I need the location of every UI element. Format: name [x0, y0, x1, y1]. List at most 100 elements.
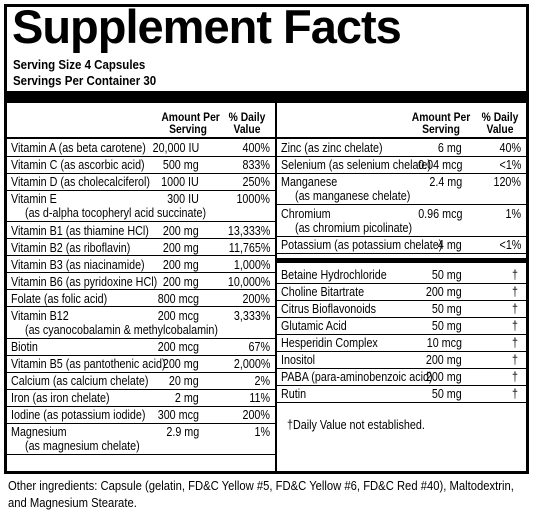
nutrient-amount: 500 mg [163, 158, 199, 172]
nutrient-name: Potassium (as potassium chelate) [281, 238, 443, 252]
other-ingredients-line2: and Magnesium Stearate. [8, 496, 137, 510]
nutrient-daily-value: 13,333% [227, 223, 270, 238]
amount-header-line2-right: Serving [422, 122, 460, 136]
nutrient-daily-value: † [512, 302, 518, 316]
nutrient-name: Folate (as folic acid) [11, 291, 108, 306]
nutrient-row: Vitamin B12 (as cyanocobalamin & methylco… [7, 308, 275, 338]
daily-value-footnote: †Daily Value not established. [287, 418, 425, 432]
row-divider [277, 299, 526, 301]
row-divider [277, 316, 526, 318]
nutrient-row: Vitamin B3 (as niacinamide) 200 mg 1,000% [7, 257, 275, 273]
nutrient-name: Vitamin C (as ascorbic acid) [11, 158, 145, 172]
nutrient-row: Vitamin A (as beta carotene) 20,000 IU 400… [7, 140, 275, 156]
nutrient-name: Iodine (as potassium iodide) [11, 408, 146, 422]
nutrient-row: Choline Bitartrate 200 mg † [277, 284, 526, 300]
nutrient-name: Citrus Bioflavonoids [281, 302, 377, 316]
nutrient-name: Vitamin B3 (as niacinamide) [11, 257, 145, 272]
dv-header-line2-right: Value [486, 122, 514, 136]
row-divider [7, 255, 275, 256]
nutrient-amount: 200 mg [163, 357, 199, 371]
nutrient-amount: 50 mg [432, 302, 462, 316]
nutrient-amount: 0.04 mcg [417, 158, 462, 172]
nutrient-source: (as cyanocobalamin & methylcobalamin) [25, 322, 219, 337]
nutrient-name: Vitamin B6 (as pyridoxine HCl) [11, 274, 158, 289]
row-divider [7, 405, 275, 407]
nutrient-amount: 200 mg [163, 223, 199, 238]
row-divider [277, 333, 526, 335]
nutrient-amount: 2.4 mg [429, 175, 462, 189]
nutrient-name: Betaine Hydrochloride [281, 268, 387, 282]
nutrient-daily-value: † [512, 336, 518, 350]
amount-header-line1: Amount Per [161, 110, 220, 124]
row-divider [277, 155, 526, 157]
nutrient-amount: 1000 IU [161, 175, 199, 189]
row-divider [7, 371, 275, 373]
dv-header-line1: % Daily [228, 110, 266, 124]
nutrient-daily-value: 67% [248, 340, 270, 354]
nutrient-row: Vitamin B6 (as pyridoxine HCl) 200 mg 10,0… [7, 274, 275, 290]
nutrient-name: Iron (as iron chelate) [11, 391, 110, 405]
nutrient-daily-value: † [512, 319, 518, 333]
nutrient-daily-value: 120% [493, 175, 521, 189]
nutrient-daily-value: <1% [499, 158, 521, 172]
nutrient-row: Calcium (as calcium chelate) 20 mg 2% [7, 373, 275, 389]
row-divider [277, 401, 526, 403]
nutrient-row: Hesperidin Complex 10 mcg † [277, 335, 526, 351]
nutrient-name: Magnesium [11, 425, 67, 439]
row-divider [7, 272, 275, 273]
row-divider [7, 172, 275, 174]
nutrient-amount: 10 mcg [426, 336, 462, 350]
nutrient-daily-value: 400% [242, 141, 270, 155]
nutrient-row: Folate (as folic acid) 800 mcg 200% [7, 291, 275, 307]
dv-header-line1-right: % Daily [481, 110, 519, 124]
nutrient-amount: 200 mg [163, 240, 199, 255]
nutrient-daily-value: 10,000% [227, 274, 270, 289]
amount-header-line2: Serving [169, 122, 207, 136]
row-divider [277, 252, 526, 254]
nutrient-name: Vitamin B2 (as riboflavin) [11, 240, 131, 255]
nutrient-row: Vitamin B1 (as thiamine HCl) 200 mg 13,333… [7, 223, 275, 239]
row-divider [7, 221, 275, 222]
nutrient-amount: 300 IU [167, 192, 199, 206]
nutrient-name: Vitamin B5 (as pantothenic acid) [11, 357, 166, 371]
row-divider [7, 306, 275, 307]
row-divider [7, 388, 275, 390]
nutrient-name: Vitamin D (as cholecalciferol) [11, 175, 151, 189]
nutrient-name: Chromium [281, 206, 331, 221]
nutrient-name: PABA (para-aminobenzoic acid) [281, 370, 433, 384]
row-divider [277, 367, 526, 369]
nutrient-daily-value: 200% [242, 291, 270, 306]
nutrient-row: Vitamin D (as cholecalciferol) 1000 IU 250… [7, 174, 275, 190]
nutrient-amount: 200 mg [163, 274, 199, 289]
nutrient-row: Biotin 200 mcg 67% [7, 339, 275, 355]
row-divider [277, 172, 526, 174]
nutrient-row: Magnesium (as magnesium chelate) 2.9 mg 1% [7, 424, 275, 454]
nutrient-daily-value: 1% [505, 206, 521, 221]
nutrient-name: Choline Bitartrate [281, 285, 365, 299]
supplement-facts-panel: Supplement Facts Serving Size 4 Capsules… [4, 0, 529, 474]
nutrient-name: Biotin [11, 340, 38, 354]
right-column: Amount Per Serving % Daily Value Zinc (a… [277, 103, 526, 471]
amount-header-line1-right: Amount Per [411, 110, 471, 124]
other-ingredients: Other ingredients: Capsule (gelatin, FD&… [8, 478, 514, 512]
panel-title: Supplement Facts [12, 0, 402, 53]
nutrient-name: Selenium (as selenium chelate) [281, 158, 431, 172]
nutrient-name: Vitamin B1 (as thiamine HCl) [11, 223, 149, 238]
nutrient-amount: 20 mg [169, 374, 199, 388]
nutrient-name: Zinc (as zinc chelate) [281, 141, 383, 155]
nutrient-row: Potassium (as potassium chelate) 4 mg <1% [277, 237, 526, 253]
nutrient-name: Manganese [281, 175, 338, 189]
nutrient-name: Vitamin E [11, 192, 57, 206]
nutrient-daily-value: <1% [499, 238, 521, 252]
row-divider [7, 354, 275, 356]
nutrient-daily-value: † [512, 268, 518, 282]
nutrient-row: Chromium (as chromium picolinate) 0.96 mcg… [277, 206, 526, 236]
row-divider [7, 454, 275, 455]
nutrient-daily-value: 2,000% [233, 357, 270, 371]
row-divider [277, 235, 526, 237]
nutrient-source: (as chromium picolinate) [295, 220, 413, 235]
nutrient-row: Inositol 200 mg † [277, 352, 526, 368]
nutrient-amount: 200 mcg [157, 340, 199, 354]
row-divider [7, 422, 275, 424]
nutrient-daily-value: 1% [254, 425, 270, 439]
